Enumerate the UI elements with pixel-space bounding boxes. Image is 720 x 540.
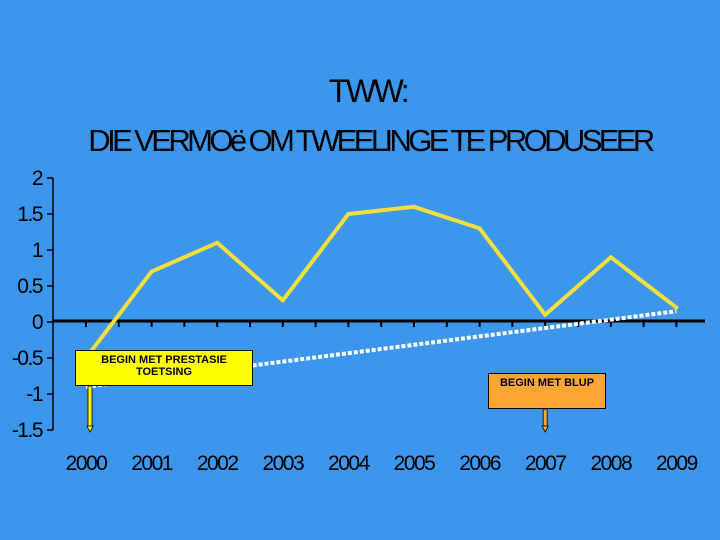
data-point [280, 298, 285, 303]
data-point [412, 204, 416, 209]
y-tick-label: -0.5 [12, 347, 43, 370]
annotation-arrow-head [541, 425, 549, 433]
series-line [84, 204, 678, 360]
y-tick-label: 0.5 [17, 275, 43, 298]
data-point [674, 305, 679, 310]
x-tick-label: 2006 [459, 452, 501, 475]
annotation-arrows [86, 385, 549, 433]
y-tick-label: -1.5 [12, 419, 43, 442]
x-tick-label: 2003 [262, 452, 304, 475]
series-group [84, 204, 679, 360]
annotation-start-blup: BEGIN MET BLUP [488, 373, 606, 409]
annotation-start-performance-testing: BEGIN MET PRESTASIE TOETSING [75, 350, 253, 386]
y-tick-labels: 2 1.5 1 0.5 0 -0.5 -1 -1.5 [12, 167, 53, 442]
data-point [149, 269, 154, 274]
x-tick-labels: 2000 2001 2002 2003 2004 2005 2006 2007 2008 2009 [66, 321, 699, 475]
chart-subtitle: DIE VERMOë OM TWEELINGE TE PRODUSEER [88, 123, 654, 158]
y-tick-label: -1 [26, 383, 42, 406]
annotation-arrow-shaft [87, 385, 93, 427]
annotation-arrow-shaft [542, 408, 548, 427]
data-point [477, 226, 482, 231]
data-point [215, 240, 220, 245]
y-tick-label: 1.5 [17, 203, 43, 226]
y-tick-label: 1 [32, 239, 43, 262]
x-tick-label: 2002 [197, 452, 239, 475]
data-point [543, 312, 548, 317]
x-tick-label: 2005 [394, 452, 436, 475]
x-tick-label: 2000 [66, 452, 108, 475]
x-tick-label: 2007 [525, 452, 567, 475]
x-tick-label: 2001 [131, 452, 173, 475]
annotation-arrow-head [86, 425, 94, 433]
x-tick-label: 2009 [656, 452, 698, 475]
y-tick-label: 0 [32, 311, 43, 334]
x-tick-label: 2008 [590, 452, 632, 475]
data-point [608, 255, 613, 260]
y-tick-label: 2 [32, 167, 43, 190]
data-point [346, 212, 351, 216]
chart-title: TWW: [329, 73, 407, 109]
x-tick-label: 2004 [328, 452, 371, 475]
